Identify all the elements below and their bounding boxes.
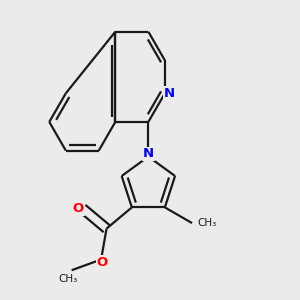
Text: N: N: [143, 148, 154, 160]
Text: O: O: [73, 202, 84, 215]
Text: CH₃: CH₃: [197, 218, 216, 228]
Text: O: O: [97, 256, 108, 269]
Text: CH₃: CH₃: [59, 274, 78, 284]
Text: N: N: [164, 87, 175, 100]
